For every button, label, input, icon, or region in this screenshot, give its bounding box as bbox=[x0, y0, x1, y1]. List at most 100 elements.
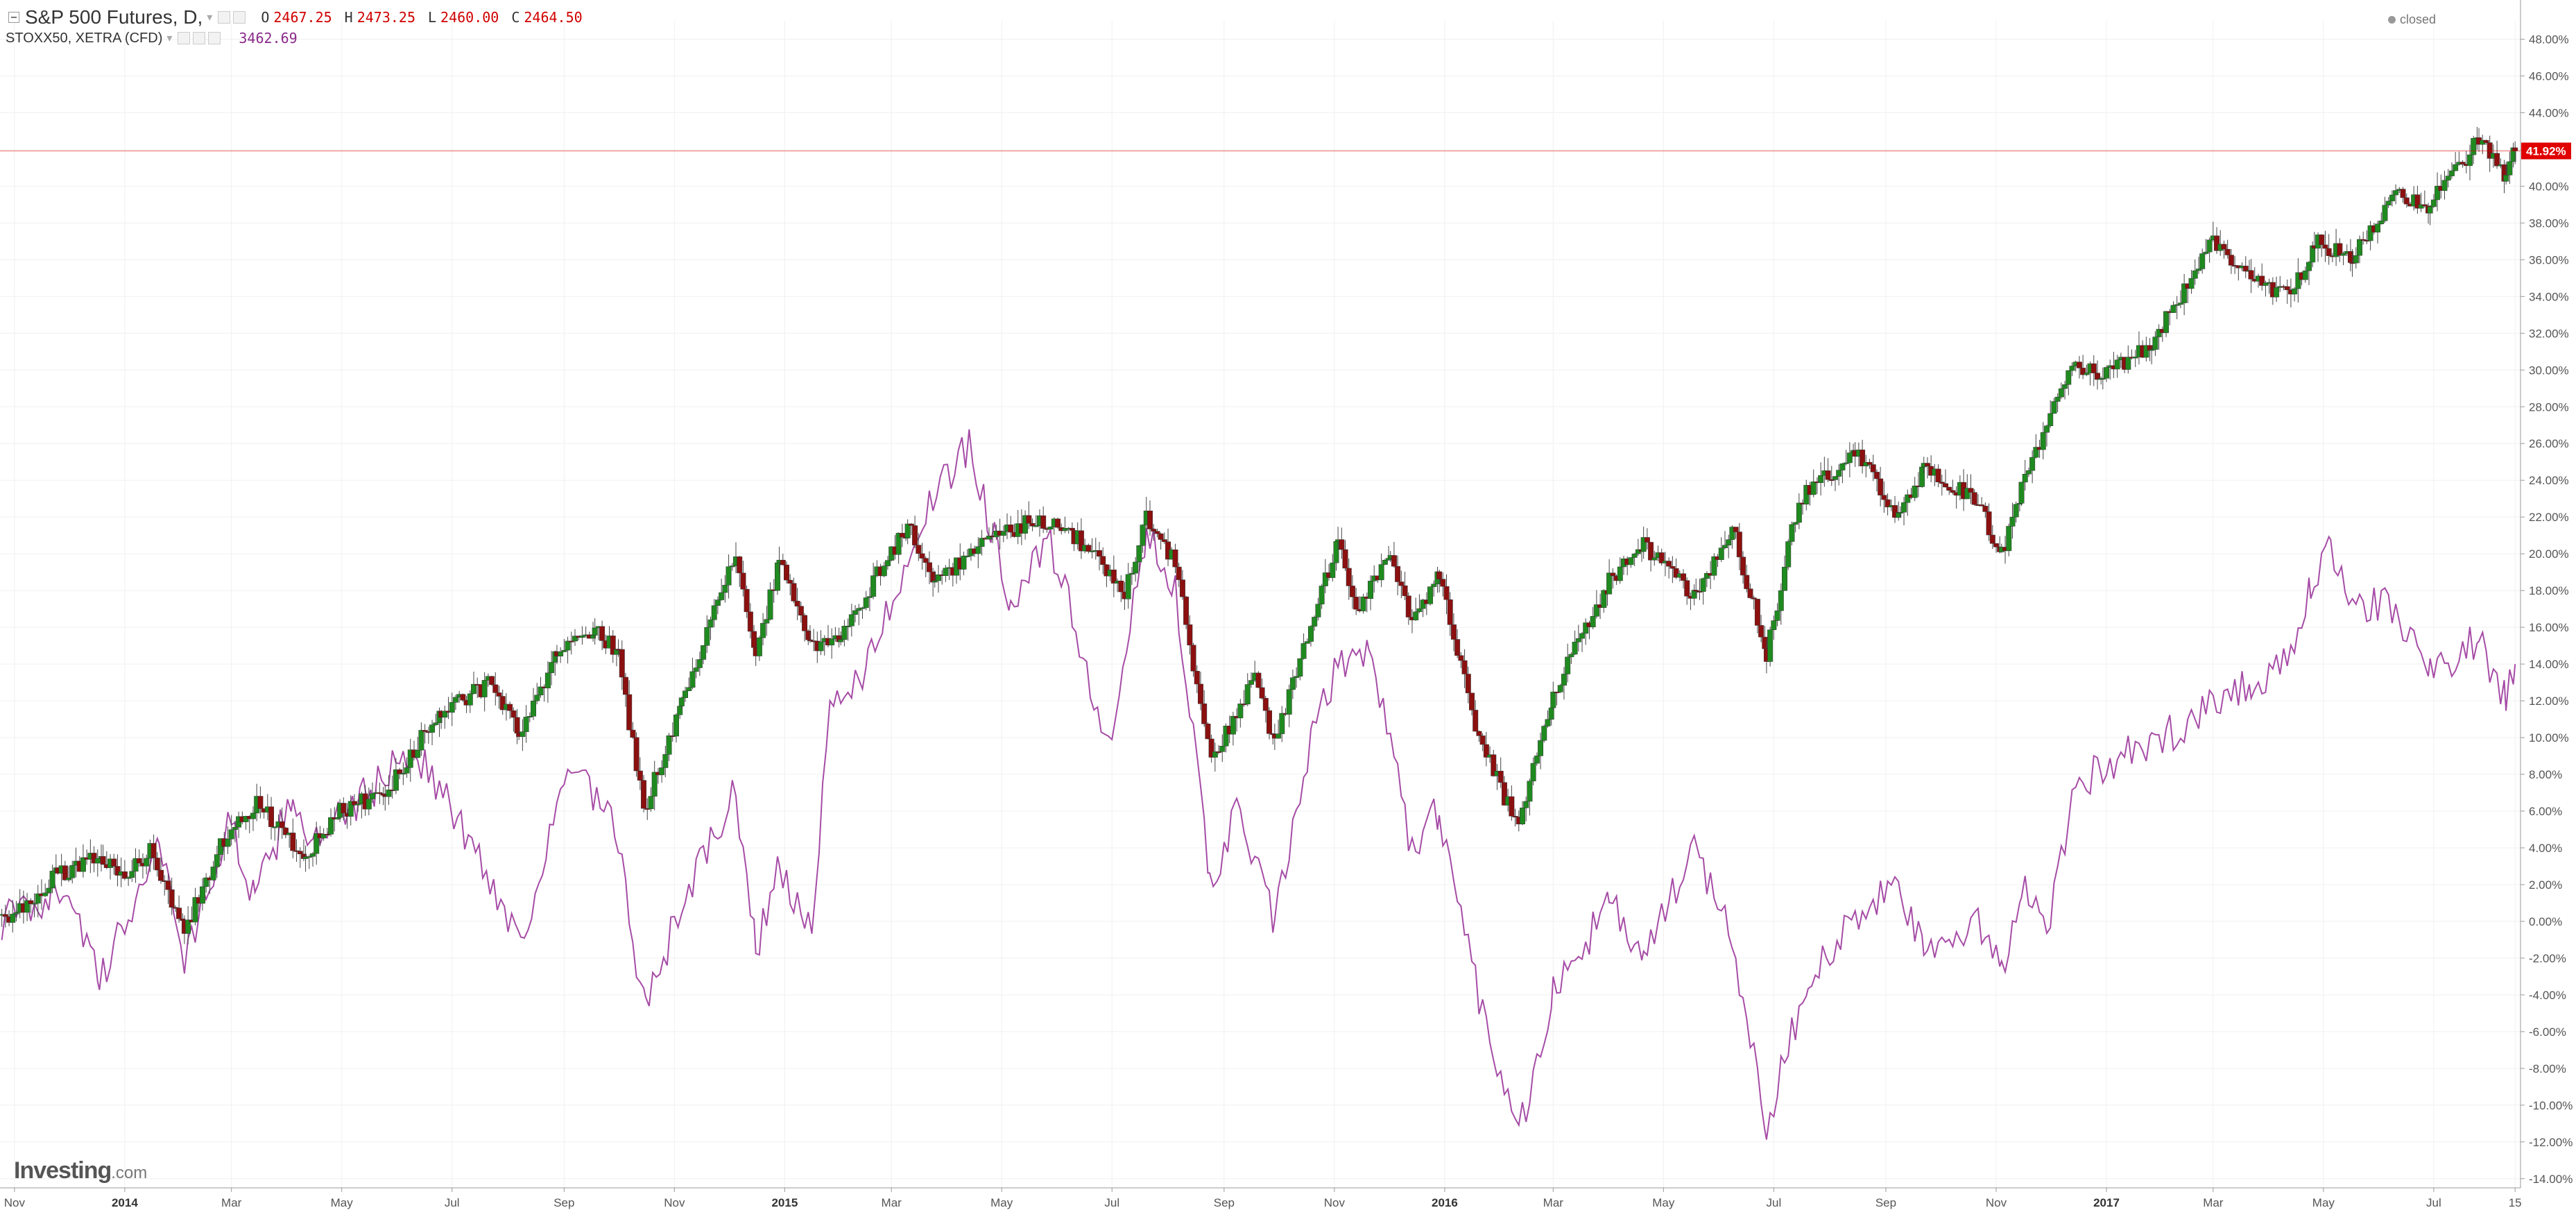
candle-body bbox=[2009, 516, 2016, 527]
candle-body bbox=[328, 817, 334, 835]
compare-symbol-title[interactable]: STOXX50, XETRA (CFD) bbox=[6, 30, 163, 46]
candle-body bbox=[407, 749, 413, 768]
candle-body bbox=[1308, 626, 1314, 642]
compare-series[interactable] bbox=[1, 429, 2516, 1140]
candle-body bbox=[310, 853, 316, 857]
candle-body bbox=[1158, 533, 1164, 540]
y-tick-label: 14.00% bbox=[2529, 658, 2569, 671]
candle-body bbox=[767, 589, 773, 620]
x-tick-label: Sep bbox=[1875, 1196, 1896, 1209]
candle-body bbox=[1244, 684, 1251, 705]
y-tick-label: -14.00% bbox=[2529, 1173, 2573, 1186]
candle-body bbox=[1711, 556, 1717, 576]
candle-body bbox=[2357, 239, 2362, 256]
candle-body bbox=[114, 866, 121, 876]
x-tick-label: Mar bbox=[1543, 1196, 1564, 1209]
candle-body bbox=[751, 631, 757, 648]
candle-body bbox=[2163, 311, 2170, 333]
settings-icon[interactable] bbox=[233, 11, 246, 24]
candle-body bbox=[2080, 368, 2086, 375]
candle-body bbox=[610, 636, 616, 655]
candle-body bbox=[1458, 655, 1464, 661]
candle-body bbox=[2143, 345, 2149, 358]
ohlc-close-label: C bbox=[511, 9, 520, 26]
candle-body bbox=[1924, 463, 1930, 467]
candle-body bbox=[848, 614, 855, 627]
candle-body bbox=[1205, 724, 1211, 740]
candle-body bbox=[935, 574, 941, 581]
candle-body bbox=[492, 684, 499, 693]
candle-body bbox=[1230, 715, 1236, 735]
candle-body bbox=[2467, 154, 2473, 167]
chevron-down-icon[interactable]: ▾ bbox=[207, 12, 213, 24]
candle-body bbox=[1276, 733, 1282, 739]
candle-body bbox=[2013, 504, 2019, 518]
candle-body bbox=[2224, 248, 2231, 255]
x-tick-label: Sep bbox=[553, 1196, 574, 1209]
x-tick-label: Jul bbox=[1766, 1196, 1781, 1209]
candle-body bbox=[1461, 660, 1468, 674]
candle-body bbox=[49, 871, 55, 889]
candle-body bbox=[651, 772, 658, 797]
main-symbol-title[interactable]: S&P 500 Futures, D, bbox=[25, 6, 203, 28]
candle-body bbox=[351, 801, 357, 806]
candle-body bbox=[707, 619, 714, 628]
candle-body bbox=[1440, 579, 1446, 587]
candle-body bbox=[729, 565, 735, 568]
candle-body bbox=[232, 826, 238, 830]
candle-body bbox=[1601, 590, 1607, 608]
main-series-legend[interactable]: S&P 500 Futures, D, ▾ O 2467.25 H 2473.25 … bbox=[0, 6, 583, 28]
candle-body bbox=[1631, 553, 1638, 558]
close-icon[interactable] bbox=[208, 32, 221, 44]
candle-body bbox=[1197, 683, 1203, 704]
candle-body bbox=[1843, 462, 1849, 464]
candle-body bbox=[1047, 527, 1054, 530]
candle-body bbox=[2319, 235, 2325, 246]
settings-icon[interactable] bbox=[193, 32, 206, 44]
candle-body bbox=[69, 865, 76, 878]
candle-body bbox=[1402, 585, 1408, 597]
candle-body bbox=[1360, 596, 1366, 611]
x-tick-label: Mar bbox=[2203, 1196, 2224, 1209]
candle-body bbox=[1651, 557, 1658, 561]
candle-body bbox=[1905, 494, 1911, 503]
y-tick-label: 40.00% bbox=[2529, 180, 2569, 193]
candle-body bbox=[377, 792, 383, 794]
x-tick-label: Jul bbox=[2426, 1196, 2441, 1209]
x-tick-label: 15 bbox=[2509, 1196, 2522, 1209]
eye-icon[interactable] bbox=[178, 32, 191, 44]
candle-body bbox=[1154, 531, 1160, 534]
candle-body bbox=[1774, 610, 1780, 621]
candle-body bbox=[1681, 573, 1686, 581]
candle-body bbox=[1179, 579, 1185, 597]
chevron-down-icon[interactable]: ▾ bbox=[166, 33, 173, 44]
candle-body bbox=[740, 572, 746, 590]
candle-body bbox=[975, 546, 981, 554]
candle-body bbox=[1628, 557, 1634, 565]
x-tick-label: May bbox=[1652, 1196, 1675, 1209]
candle-body bbox=[1026, 515, 1032, 524]
candle-body bbox=[2177, 303, 2183, 305]
eye-icon[interactable] bbox=[218, 11, 231, 24]
candle-body bbox=[1427, 586, 1434, 604]
candle-body bbox=[1194, 670, 1200, 685]
collapse-legend-button[interactable] bbox=[8, 12, 19, 23]
candle-body bbox=[510, 710, 517, 718]
candle-body bbox=[228, 829, 234, 840]
candle-body bbox=[2445, 176, 2451, 181]
candle-body bbox=[397, 769, 403, 774]
candle-body bbox=[2483, 139, 2489, 143]
candle-body bbox=[1008, 525, 1014, 533]
main-series[interactable] bbox=[0, 126, 2518, 945]
candle-body bbox=[1530, 763, 1536, 781]
candle-body bbox=[1022, 515, 1029, 534]
compare-series-legend[interactable]: STOXX50, XETRA (CFD) ▾ 3462.69 bbox=[0, 28, 583, 49]
candle-body bbox=[863, 597, 869, 608]
candle-body bbox=[1029, 522, 1036, 527]
candle-body bbox=[1208, 738, 1214, 758]
candle-body bbox=[1575, 638, 1581, 642]
candle-body bbox=[1568, 654, 1574, 658]
candle-body bbox=[1550, 691, 1556, 708]
